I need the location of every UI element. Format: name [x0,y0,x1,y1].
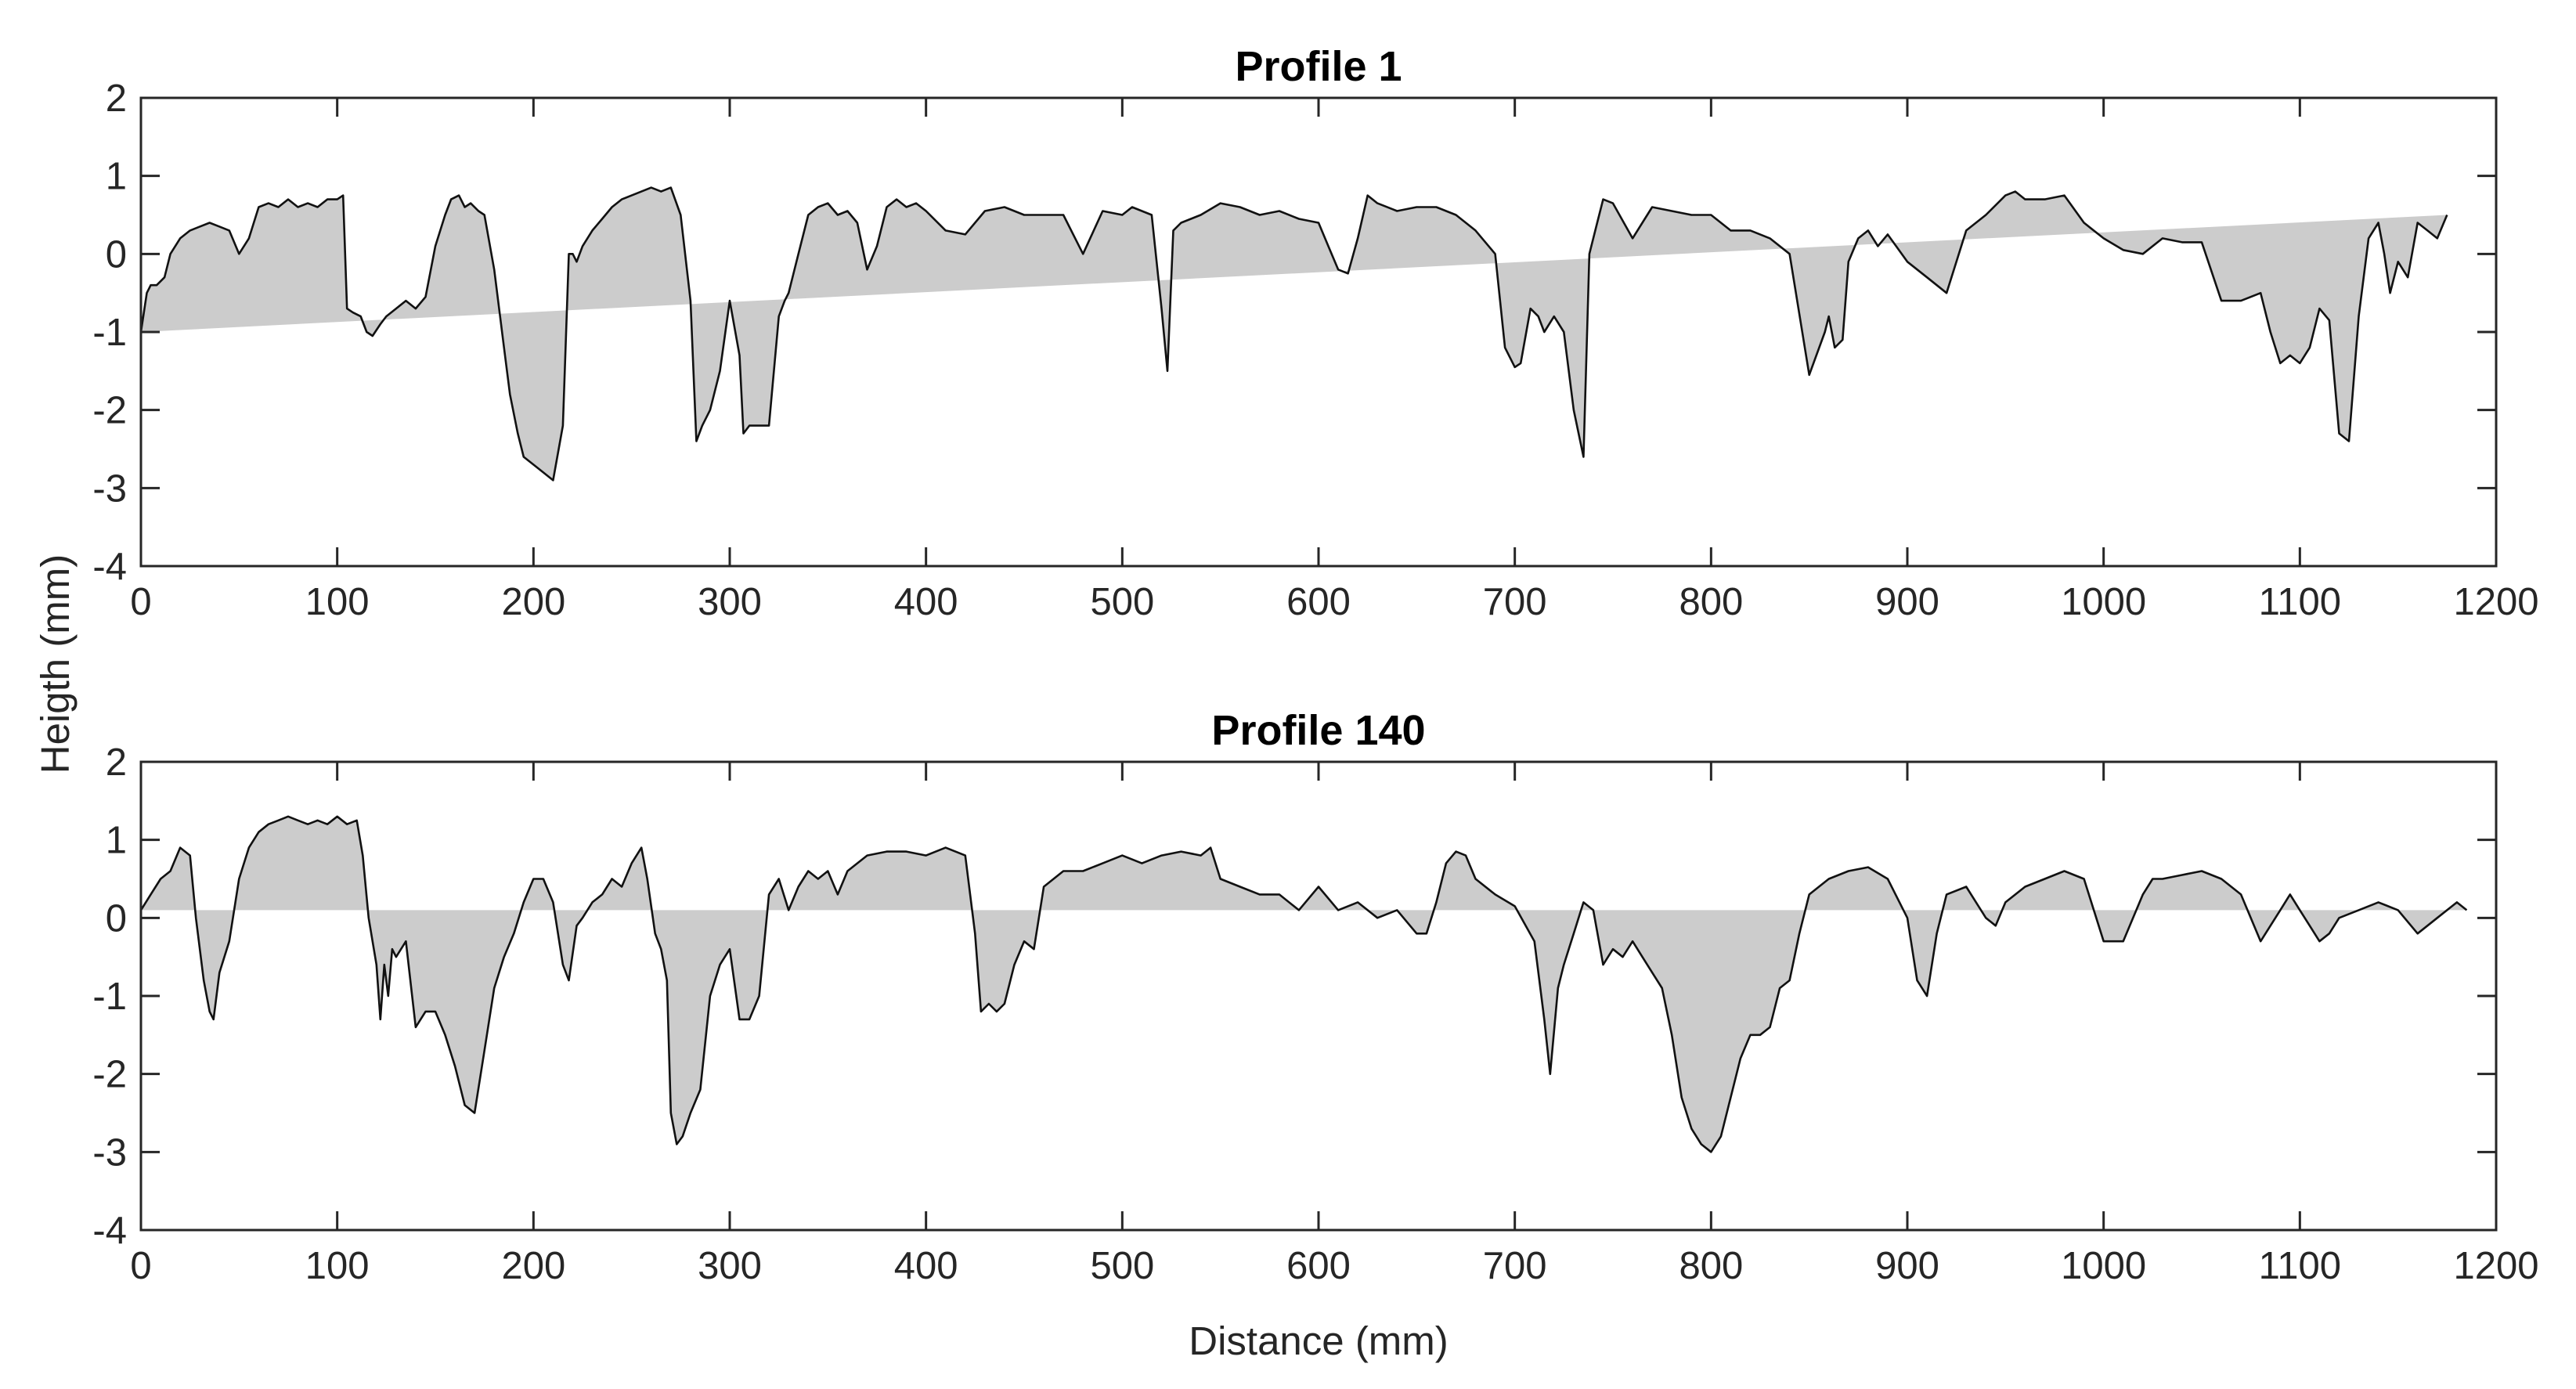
x-tick-label: 1100 [2259,581,2341,623]
x-tick-label: 1000 [2061,581,2146,623]
x-tick-label: 700 [1483,1245,1547,1287]
y-axis-label: Heigth (mm) [33,554,78,774]
y-tick-label: -4 [92,546,127,588]
x-tick-label: 500 [1090,1245,1154,1287]
y-tick-label: 1 [106,156,127,198]
x-tick-label: 400 [894,581,958,623]
x-tick-label: 300 [698,1245,762,1287]
x-tick-label: 1200 [2453,1245,2538,1287]
x-tick-label: 100 [305,1245,370,1287]
subplot-1: Profile 1 0 100 200 300 400 500 600 700 800 900 10… [92,43,2538,623]
x-tick-label: 0 [130,581,151,623]
x-axis-label: Distance (mm) [1189,1319,1449,1363]
marks-layer [139,186,2448,482]
y-tick-label: -3 [92,1131,127,1174]
y-tick-label: -1 [92,312,127,354]
x-tick-label: 800 [1679,1245,1743,1287]
x-tick-label: 800 [1679,581,1743,623]
ticks-layer: 0 100 200 300 400 500 600 700 800 900 1000 1100 1200… [92,741,2538,1287]
x-tick-label: 500 [1090,581,1154,623]
x-tick-label: 1100 [2259,1245,2341,1287]
profile-area [141,187,2448,481]
profile-line [139,186,2448,482]
subplot-title: Profile 140 [1211,707,1425,754]
x-tick-label: 600 [1286,581,1351,623]
y-tick-label: 1 [106,820,127,862]
y-tick-label: 0 [106,897,127,940]
profile-area [141,816,2467,1153]
x-tick-label: 1200 [2453,581,2538,623]
y-tick-label: -3 [92,467,127,510]
x-tick-label: 400 [894,1245,958,1287]
plot-area [139,760,2498,1232]
y-tick-label: 0 [106,233,127,276]
y-tick-label: -4 [92,1210,127,1252]
y-tick-label: -2 [92,390,127,432]
x-tick-label: 0 [130,1245,151,1287]
x-tick-label: 900 [1875,581,1939,623]
marks-layer [139,815,2468,1153]
x-tick-label: 200 [501,581,565,623]
x-tick-label: 1000 [2061,1245,2146,1287]
subplot-2: Profile 140 0 100 200 300 400 500 600 700 800 900… [92,707,2538,1287]
subplot-title: Profile 1 [1235,43,1402,90]
y-tick-label: -1 [92,976,127,1018]
y-tick-label: -2 [92,1054,127,1096]
y-tick-label: 2 [106,78,127,120]
x-tick-label: 600 [1286,1245,1351,1287]
x-tick-label: 900 [1875,1245,1939,1287]
x-tick-label: 100 [305,581,370,623]
x-tick-label: 700 [1483,581,1547,623]
plot-area [139,96,2498,568]
ticks-layer: 0 100 200 300 400 500 600 700 800 900 1000 1100 1200… [92,78,2538,623]
x-tick-label: 200 [501,1245,565,1287]
y-tick-label: 2 [106,741,127,784]
profile-line [139,815,2468,1153]
x-tick-label: 300 [698,581,762,623]
